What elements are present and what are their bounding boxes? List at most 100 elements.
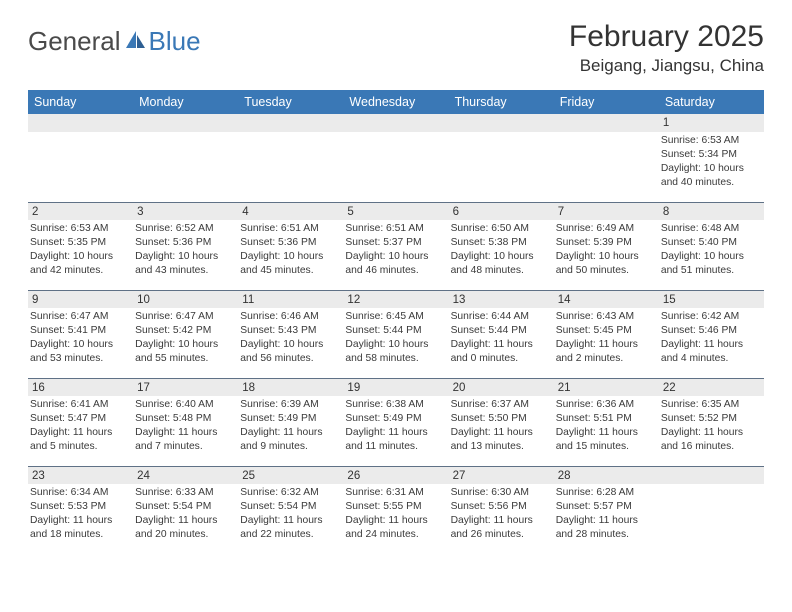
day-number: 20 (449, 378, 554, 396)
day-number: 28 (554, 466, 659, 484)
day-number: 26 (343, 466, 448, 484)
daylight-text: Daylight: 11 hours and 2 minutes. (556, 338, 657, 366)
day-number: 14 (554, 290, 659, 308)
sunset-text: Sunset: 5:35 PM (30, 236, 131, 250)
weekday-header: Wednesday (343, 90, 448, 114)
sunrise-text: Sunrise: 6:47 AM (30, 310, 131, 324)
weekday-header: Saturday (659, 90, 764, 114)
calendar-page: General Blue February 2025 Beigang, Jian… (0, 0, 792, 554)
sunrise-text: Sunrise: 6:34 AM (30, 486, 131, 500)
daylight-text: Daylight: 10 hours and 55 minutes. (135, 338, 236, 366)
day-number: 6 (449, 202, 554, 220)
day-cell: 22Sunrise: 6:35 AMSunset: 5:52 PMDayligh… (659, 378, 764, 466)
daylight-text: Daylight: 11 hours and 16 minutes. (661, 426, 762, 454)
day-number: 27 (449, 466, 554, 484)
day-cell: 16Sunrise: 6:41 AMSunset: 5:47 PMDayligh… (28, 378, 133, 466)
day-number: 25 (238, 466, 343, 484)
day-cell: 8Sunrise: 6:48 AMSunset: 5:40 PMDaylight… (659, 202, 764, 290)
sunset-text: Sunset: 5:53 PM (30, 500, 131, 514)
sunrise-text: Sunrise: 6:43 AM (556, 310, 657, 324)
sunset-text: Sunset: 5:54 PM (135, 500, 236, 514)
day-number: 23 (28, 466, 133, 484)
calendar-table: Sunday Monday Tuesday Wednesday Thursday… (28, 90, 764, 554)
day-cell: 10Sunrise: 6:47 AMSunset: 5:42 PMDayligh… (133, 290, 238, 378)
daylight-text: Daylight: 11 hours and 0 minutes. (451, 338, 552, 366)
week-row: 16Sunrise: 6:41 AMSunset: 5:47 PMDayligh… (28, 378, 764, 466)
day-cell: 12Sunrise: 6:45 AMSunset: 5:44 PMDayligh… (343, 290, 448, 378)
sunset-text: Sunset: 5:49 PM (345, 412, 446, 426)
sunrise-text: Sunrise: 6:39 AM (240, 398, 341, 412)
daylight-text: Daylight: 11 hours and 7 minutes. (135, 426, 236, 454)
day-cell: 23Sunrise: 6:34 AMSunset: 5:53 PMDayligh… (28, 466, 133, 554)
sunrise-text: Sunrise: 6:37 AM (451, 398, 552, 412)
day-cell: 11Sunrise: 6:46 AMSunset: 5:43 PMDayligh… (238, 290, 343, 378)
day-cell: 9Sunrise: 6:47 AMSunset: 5:41 PMDaylight… (28, 290, 133, 378)
day-number (133, 114, 238, 132)
day-cell: 5Sunrise: 6:51 AMSunset: 5:37 PMDaylight… (343, 202, 448, 290)
daylight-text: Daylight: 11 hours and 5 minutes. (30, 426, 131, 454)
sunset-text: Sunset: 5:36 PM (135, 236, 236, 250)
day-cell: 17Sunrise: 6:40 AMSunset: 5:48 PMDayligh… (133, 378, 238, 466)
day-cell (554, 114, 659, 202)
day-cell: 19Sunrise: 6:38 AMSunset: 5:49 PMDayligh… (343, 378, 448, 466)
calendar-body: 1Sunrise: 6:53 AMSunset: 5:34 PMDaylight… (28, 114, 764, 554)
sunset-text: Sunset: 5:49 PM (240, 412, 341, 426)
day-number (28, 114, 133, 132)
sunset-text: Sunset: 5:46 PM (661, 324, 762, 338)
sunrise-text: Sunrise: 6:32 AM (240, 486, 341, 500)
day-number: 24 (133, 466, 238, 484)
daylight-text: Daylight: 11 hours and 20 minutes. (135, 514, 236, 542)
sunset-text: Sunset: 5:57 PM (556, 500, 657, 514)
day-cell: 15Sunrise: 6:42 AMSunset: 5:46 PMDayligh… (659, 290, 764, 378)
sunrise-text: Sunrise: 6:33 AM (135, 486, 236, 500)
day-number (449, 114, 554, 132)
daylight-text: Daylight: 10 hours and 46 minutes. (345, 250, 446, 278)
day-cell: 3Sunrise: 6:52 AMSunset: 5:36 PMDaylight… (133, 202, 238, 290)
daylight-text: Daylight: 11 hours and 4 minutes. (661, 338, 762, 366)
page-header: General Blue February 2025 Beigang, Jian… (28, 20, 764, 76)
week-row: 23 Sunrise: 6:34 AMSunset: 5:53 PM Dayligh… (28, 466, 764, 554)
sunrise-text: Sunrise: 6:53 AM (661, 134, 762, 148)
day-number: 18 (238, 378, 343, 396)
day-number (659, 466, 764, 484)
brand-sail-icon (123, 26, 147, 57)
sunset-text: Sunset: 5:55 PM (345, 500, 446, 514)
sunset-text: Sunset: 5:52 PM (661, 412, 762, 426)
day-cell: 28Sunrise: 6:28 AMSunset: 5:57 PMDayligh… (554, 466, 659, 554)
day-cell: 26Sunrise: 6:31 AMSunset: 5:55 PMDayligh… (343, 466, 448, 554)
day-number: 10 (133, 290, 238, 308)
day-cell: 1Sunrise: 6:53 AMSunset: 5:34 PMDaylight… (659, 114, 764, 202)
sunset-text: Sunset: 5:47 PM (30, 412, 131, 426)
week-row: 9 Sunrise: 6:47 AMSunset: 5:41 PM Daylight… (28, 290, 764, 378)
day-cell: 2Sunrise: 6:53 AMSunset: 5:35 PMDaylight… (28, 202, 133, 290)
sunrise-text: Sunrise: 6:51 AM (345, 222, 446, 236)
day-number (238, 114, 343, 132)
sunset-text: Sunset: 5:43 PM (240, 324, 341, 338)
day-cell (133, 114, 238, 202)
daylight-text: Daylight: 10 hours and 51 minutes. (661, 250, 762, 278)
day-number: 9 (28, 290, 133, 308)
day-cell: 18Sunrise: 6:39 AMSunset: 5:49 PMDayligh… (238, 378, 343, 466)
brand-text-2: Blue (149, 26, 201, 57)
sunset-text: Sunset: 5:34 PM (661, 148, 762, 162)
day-number: 15 (659, 290, 764, 308)
weekday-header: Sunday (28, 90, 133, 114)
day-cell: 21Sunrise: 6:36 AMSunset: 5:51 PMDayligh… (554, 378, 659, 466)
location-label: Beigang, Jiangsu, China (569, 56, 764, 76)
day-number: 8 (659, 202, 764, 220)
sunset-text: Sunset: 5:50 PM (451, 412, 552, 426)
daylight-text: Daylight: 10 hours and 43 minutes. (135, 250, 236, 278)
sunset-text: Sunset: 5:41 PM (30, 324, 131, 338)
sunrise-text: Sunrise: 6:30 AM (451, 486, 552, 500)
daylight-text: Daylight: 11 hours and 24 minutes. (345, 514, 446, 542)
month-title: February 2025 (569, 20, 764, 54)
daylight-text: Daylight: 10 hours and 42 minutes. (30, 250, 131, 278)
day-cell (238, 114, 343, 202)
sunset-text: Sunset: 5:39 PM (556, 236, 657, 250)
sunset-text: Sunset: 5:42 PM (135, 324, 236, 338)
sunrise-text: Sunrise: 6:36 AM (556, 398, 657, 412)
daylight-text: Daylight: 10 hours and 45 minutes. (240, 250, 341, 278)
sunrise-text: Sunrise: 6:28 AM (556, 486, 657, 500)
sunrise-text: Sunrise: 6:45 AM (345, 310, 446, 324)
day-number: 12 (343, 290, 448, 308)
